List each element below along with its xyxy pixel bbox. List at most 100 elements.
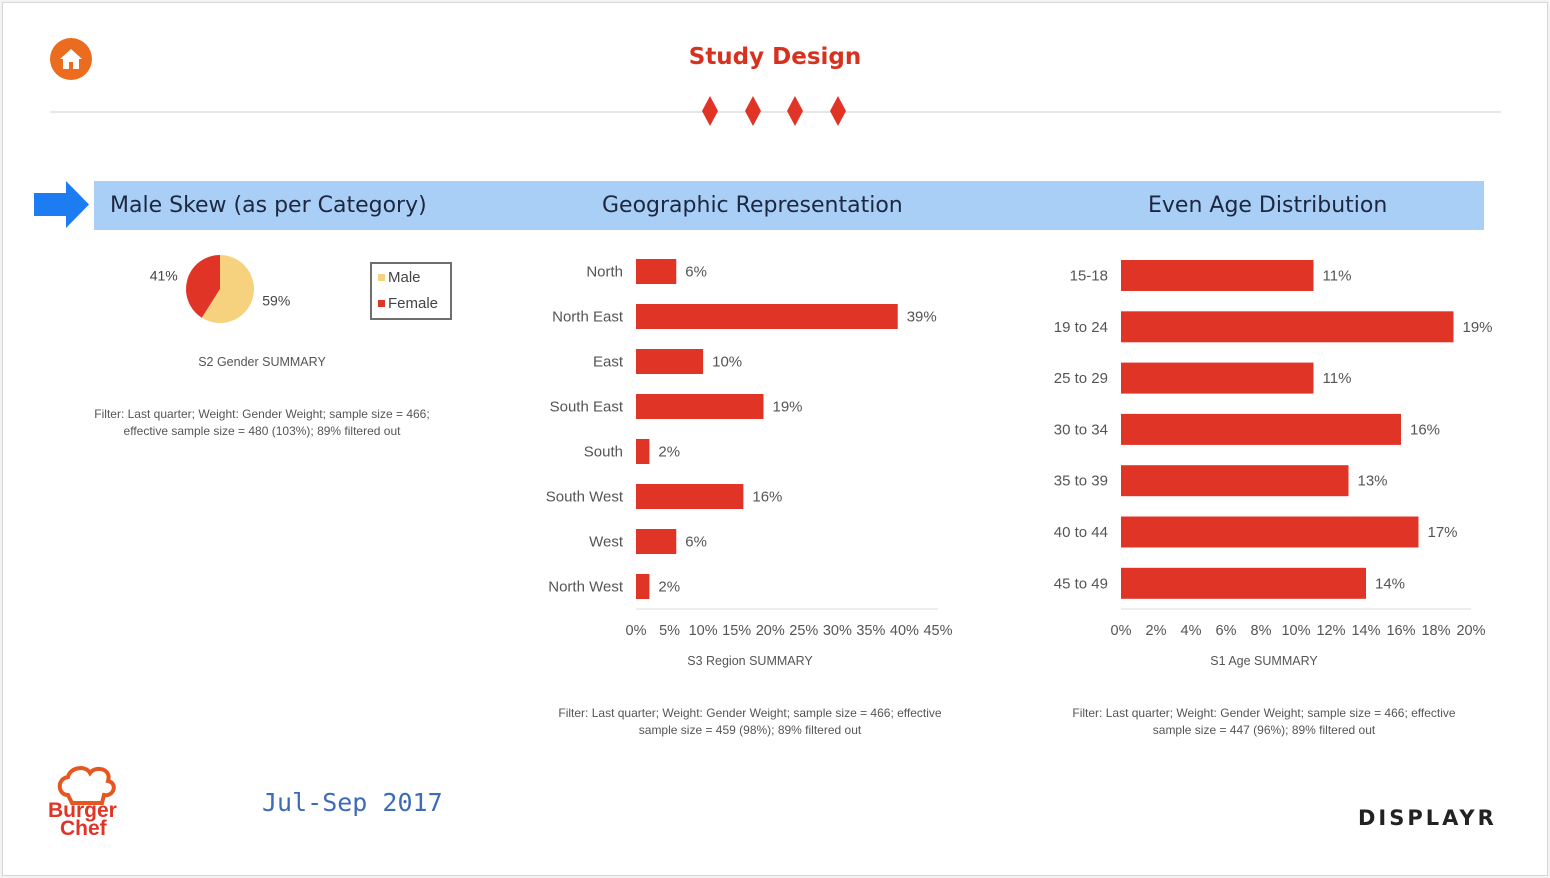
gender-pie-chart: 59% 41% <box>150 255 290 323</box>
age-bar <box>1121 567 1366 599</box>
age-tick-label: 10% <box>1281 623 1310 639</box>
age-value-label: 11% <box>1323 370 1352 387</box>
logo-text-burger: Burger <box>48 799 117 822</box>
region-tick-label: 30% <box>823 623 852 639</box>
arrow-right-icon <box>34 181 89 228</box>
age-filter-note-2: sample size = 447 (96%); 89% filtered ou… <box>1152 723 1376 737</box>
region-value-label: 2% <box>658 579 680 596</box>
region-bar-chart: North 6% North East 39% East 10% South East 19%… <box>546 259 953 639</box>
region-tick-label: 35% <box>856 623 885 639</box>
date-range: Jul-Sep 2017 <box>262 788 443 817</box>
region-category-label: South East <box>550 399 624 416</box>
age-tick-label: 6% <box>1216 623 1237 639</box>
age-value-label: 11% <box>1323 268 1352 285</box>
region-value-label: 6% <box>685 534 707 551</box>
age-chart-caption: S1 Age SUMMARY <box>1210 654 1318 668</box>
region-bar <box>636 259 677 284</box>
home-button[interactable] <box>50 38 92 80</box>
region-category-label: East <box>593 354 624 371</box>
region-filter-note-2: sample size = 459 (98%); 89% filtered ou… <box>638 723 862 737</box>
region-filter-note-1: Filter: Last quarter; Weight: Gender Wei… <box>558 706 942 720</box>
title-divider <box>50 111 1501 113</box>
region-tick-label: 10% <box>689 623 718 639</box>
legend-item-female: Female <box>378 295 438 312</box>
age-bar <box>1121 413 1401 445</box>
diamond-icon <box>702 96 718 126</box>
age-bar <box>1121 465 1349 497</box>
region-value-label: 10% <box>712 354 742 371</box>
region-category-label: North East <box>552 309 624 326</box>
diamond-icon <box>830 96 846 126</box>
age-value-label: 14% <box>1375 575 1405 592</box>
diamond-icon <box>787 96 803 126</box>
legend-item-male: Male <box>378 269 421 286</box>
region-chart-caption: S3 Region SUMMARY <box>687 654 813 668</box>
region-bar <box>636 484 744 509</box>
region-tick-label: 15% <box>722 623 751 639</box>
region-category-label: South <box>584 444 623 461</box>
age-category-label: 45 to 49 <box>1054 575 1108 592</box>
pie-slice-female <box>185 255 220 318</box>
age-filter-note-1: Filter: Last quarter; Weight: Gender Wei… <box>1072 706 1456 720</box>
region-value-label: 39% <box>907 309 937 326</box>
region-bar <box>636 439 650 464</box>
age-tick-label: 14% <box>1351 623 1380 639</box>
region-bar <box>636 304 898 329</box>
logo-text-chef: Chef <box>60 817 108 840</box>
gender-chart-caption: S2 Gender SUMMARY <box>198 355 326 369</box>
section-header-band: Male Skew (as per Category) Geographic R… <box>94 181 1484 230</box>
age-value-label: 19% <box>1463 319 1493 336</box>
age-bar <box>1121 311 1454 343</box>
region-value-label: 2% <box>658 444 680 461</box>
pie-label-male: 59% <box>262 292 290 308</box>
section-title-age: Even Age Distribution <box>1148 193 1388 218</box>
region-category-label: West <box>589 534 624 551</box>
burger-chef-logo: Burger Chef <box>40 765 135 841</box>
home-icon <box>60 49 82 69</box>
age-tick-label: 4% <box>1181 623 1202 639</box>
divider-ornament <box>700 96 850 126</box>
region-category-label: North <box>586 264 623 281</box>
region-bar <box>636 574 650 599</box>
pie-slice-male <box>201 255 254 323</box>
gender-filter-note-2: effective sample size = 480 (103%); 89% … <box>123 424 401 438</box>
age-tick-label: 18% <box>1421 623 1450 639</box>
age-value-label: 17% <box>1428 524 1458 541</box>
age-value-label: 16% <box>1410 421 1440 438</box>
age-tick-label: 8% <box>1251 623 1272 639</box>
chart-legend: Male Female <box>370 262 452 320</box>
age-category-label: 40 to 44 <box>1054 524 1108 541</box>
region-category-label: North West <box>548 579 624 596</box>
gender-filter-note-1: Filter: Last quarter; Weight: Gender Wei… <box>94 407 430 421</box>
region-value-label: 19% <box>773 399 803 416</box>
age-category-label: 30 to 34 <box>1054 421 1108 438</box>
age-tick-label: 20% <box>1456 623 1485 639</box>
pie-label-female: 41% <box>150 268 178 284</box>
section-title-gender: Male Skew (as per Category) <box>110 193 427 218</box>
region-tick-label: 40% <box>890 623 919 639</box>
section-title-geo: Geographic Representation <box>602 193 903 218</box>
age-tick-label: 2% <box>1146 623 1167 639</box>
legend-label-male: Male <box>388 269 421 286</box>
region-tick-label: 5% <box>659 623 680 639</box>
displayr-logo: DISPLAYR <box>1358 806 1497 830</box>
diamond-icon <box>745 96 761 126</box>
age-tick-label: 16% <box>1386 623 1415 639</box>
age-category-label: 19 to 24 <box>1054 319 1108 336</box>
region-bar <box>636 394 764 419</box>
age-category-label: 15-18 <box>1070 268 1108 285</box>
chef-hat-icon: Burger Chef <box>48 766 117 840</box>
region-category-label: South West <box>546 489 624 506</box>
region-bar <box>636 349 704 374</box>
region-bar <box>636 529 677 554</box>
age-category-label: 35 to 39 <box>1054 473 1108 490</box>
age-tick-label: 12% <box>1316 623 1345 639</box>
age-bar-chart: 15-18 11% 19 to 24 19% 25 to 29 11% 30 to 34 16… <box>1054 260 1493 639</box>
legend-label-female: Female <box>388 295 439 312</box>
region-value-label: 6% <box>685 264 707 281</box>
region-value-label: 16% <box>752 489 782 506</box>
region-tick-label: 45% <box>923 623 952 639</box>
age-value-label: 13% <box>1358 473 1388 490</box>
age-bar <box>1121 260 1314 291</box>
legend-swatch-female <box>378 300 385 307</box>
